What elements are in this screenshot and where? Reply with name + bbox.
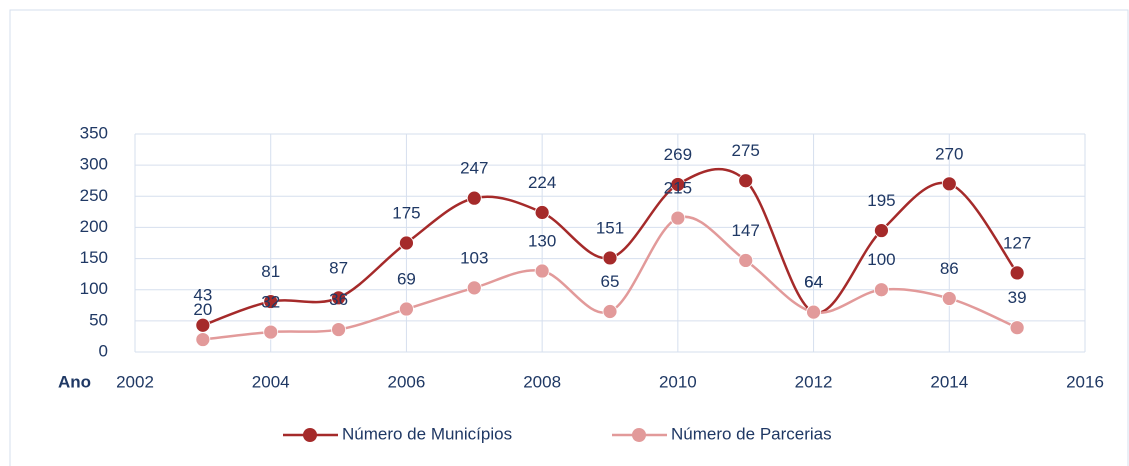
- data-point: [263, 294, 279, 309]
- data-point: [602, 250, 618, 266]
- data-point: [466, 190, 482, 206]
- y-tick-label: 350: [80, 123, 108, 142]
- data-point: [195, 332, 211, 347]
- data-label: 20: [193, 300, 212, 319]
- data-label: 32: [261, 293, 280, 312]
- y-tick-label: 100: [80, 279, 108, 298]
- data-label: 36: [329, 290, 348, 309]
- data-point: [534, 263, 550, 279]
- x-tick-label: 2002: [116, 372, 154, 391]
- x-tick-label: 2010: [659, 372, 697, 391]
- data-point: [331, 322, 346, 337]
- data-label: 69: [397, 270, 416, 289]
- data-label: 103: [460, 248, 488, 267]
- data-point: [602, 304, 618, 319]
- x-tick-label: 2008: [523, 372, 561, 391]
- data-point: [331, 290, 346, 306]
- data-point: [195, 317, 211, 333]
- data-point: [874, 282, 889, 298]
- data-label: 269: [664, 145, 692, 164]
- x-tick-label: 2016: [1066, 372, 1104, 391]
- data-point: [806, 304, 821, 320]
- y-tick-label: 200: [80, 217, 108, 236]
- data-label: 275: [732, 141, 760, 160]
- x-tick-label: 2006: [388, 372, 426, 391]
- y-tick-label: 0: [99, 341, 108, 360]
- data-point: [738, 253, 754, 268]
- x-tick-label: 2012: [795, 372, 833, 391]
- data-point: [466, 280, 482, 296]
- x-axis-label: Ano: [58, 372, 91, 391]
- data-label: 247: [460, 159, 488, 178]
- data-label: 43: [193, 286, 212, 305]
- y-tick-label: 150: [80, 248, 108, 267]
- data-label: 87: [329, 258, 348, 277]
- data-label: 147: [732, 221, 760, 240]
- legend-label: Número de Municípios: [342, 424, 512, 443]
- data-point: [534, 205, 550, 220]
- data-label: 215: [664, 179, 692, 198]
- data-label: 64: [804, 273, 823, 292]
- x-tick-label: 2014: [930, 372, 968, 391]
- data-point: [670, 210, 686, 226]
- data-label: 130: [528, 232, 556, 251]
- data-point: [670, 177, 686, 192]
- legend-label: Número de Parcerias: [671, 424, 832, 443]
- data-point: [263, 324, 279, 340]
- y-tick-label: 250: [80, 186, 108, 205]
- legend-marker: [632, 428, 646, 442]
- data-point: [941, 176, 957, 192]
- data-label: 270: [935, 144, 963, 163]
- legend-marker: [303, 428, 317, 442]
- data-label: 175: [392, 203, 420, 222]
- data-label: 64: [804, 273, 823, 292]
- data-label: 65: [601, 272, 620, 291]
- data-point: [399, 235, 414, 251]
- data-label: 195: [867, 191, 895, 210]
- data-label: 39: [1008, 288, 1027, 307]
- data-label: 81: [261, 262, 280, 281]
- data-label: 127: [1003, 233, 1031, 252]
- data-label: 86: [940, 259, 959, 278]
- data-label: 100: [867, 250, 895, 269]
- data-label: 224: [528, 173, 556, 192]
- y-tick-label: 50: [89, 310, 108, 329]
- data-point: [399, 301, 414, 317]
- data-point: [1009, 320, 1025, 336]
- chart-frame: [9, 9, 1129, 466]
- data-label: 151: [596, 218, 624, 237]
- data-point: [874, 223, 889, 238]
- data-point: [738, 173, 754, 189]
- data-point: [1009, 265, 1025, 281]
- y-tick-label: 300: [80, 155, 108, 174]
- data-point: [941, 291, 957, 306]
- x-tick-label: 2004: [252, 372, 290, 391]
